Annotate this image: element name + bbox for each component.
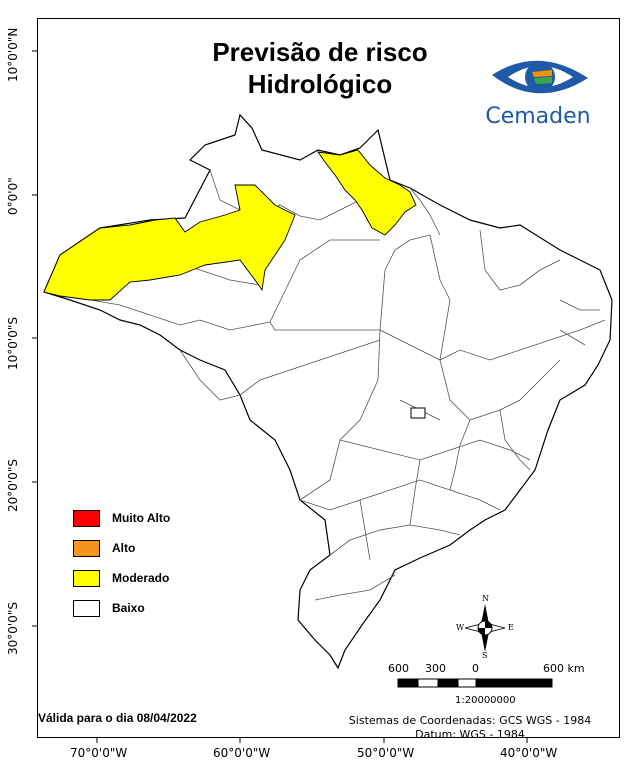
scale-label-600km: 600 km — [543, 662, 585, 675]
lon-label-50w: 50°0'0"W — [357, 746, 415, 760]
lat-label-10s: 10°0'0"S — [6, 317, 20, 370]
legend-swatch — [73, 599, 100, 617]
federal-district — [410, 407, 426, 419]
lon-label-60w: 60°0'0"W — [213, 746, 271, 760]
lon-label-70w: 70°0'0"W — [70, 746, 128, 760]
scale-label-600-left: 600 — [388, 662, 409, 675]
coord-system: Sistemas de Coordenadas: GCS WGS - 1984 — [348, 714, 592, 727]
compass-s: S — [482, 651, 488, 660]
lat-label-30s: 30°0'0"S — [6, 602, 20, 655]
cemaden-logo-icon — [492, 60, 588, 94]
coordinate-info: Sistemas de Coordenadas: GCS WGS - 1984 … — [340, 714, 600, 742]
lat-label-10n: 10°0'0"N — [6, 27, 20, 82]
scale-bar — [397, 678, 553, 688]
legend-label: Baixo — [112, 601, 145, 615]
map-frame — [37, 18, 620, 738]
legend-swatch — [73, 539, 100, 557]
datum: Datum: WGS - 1984 — [415, 728, 525, 741]
legend-label: Moderado — [112, 571, 170, 585]
legend-item-alto: Alto — [73, 538, 135, 558]
legend-label: Muito Alto — [112, 511, 171, 525]
valid-date: Válida para o dia 08/04/2022 — [38, 711, 197, 725]
lat-label-20s: 20°0'0"S — [6, 459, 20, 512]
legend-item-muito-alto: Muito Alto — [73, 508, 170, 528]
map-title: Previsão de risco Hidrológico — [150, 36, 490, 100]
legend-label: Alto — [112, 541, 136, 555]
legend-item-moderado: Moderado — [73, 568, 169, 588]
legend-item-baixo: Baixo — [73, 598, 145, 618]
title-line-1: Previsão de risco — [212, 37, 428, 67]
legend-swatch — [73, 569, 100, 587]
logo-name: Cemaden — [485, 104, 591, 129]
lon-label-40w: 40°0'0"W — [500, 746, 558, 760]
compass-e: E — [508, 623, 514, 632]
scale-label-300: 300 — [425, 662, 446, 675]
title-line-2: Hidrológico — [247, 69, 393, 99]
lat-label-0: 0°0'0" — [6, 177, 20, 215]
compass-n: N — [482, 594, 489, 603]
state-borders — [43, 169, 606, 601]
compass-w: W — [456, 623, 465, 632]
scale-ratio: 1:20000000 — [455, 695, 516, 706]
moderate-regions — [43, 149, 417, 301]
scale-label-0: 0 — [472, 662, 479, 675]
legend-swatch — [73, 509, 100, 527]
north-arrow-icon: N S W E — [455, 594, 515, 660]
